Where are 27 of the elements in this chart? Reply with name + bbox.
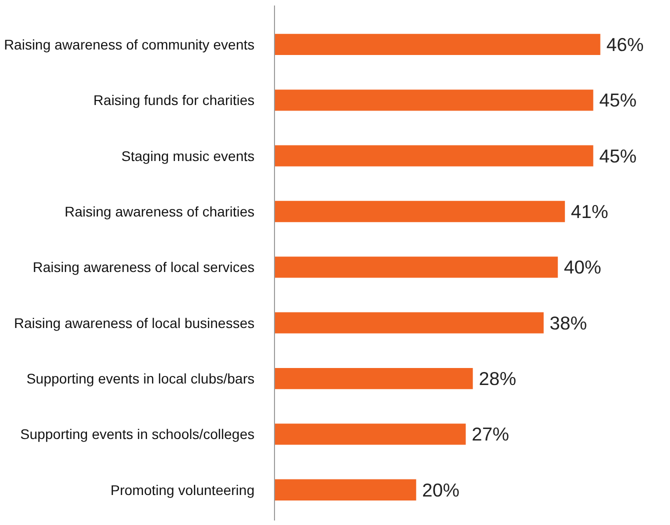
y-tick-label: Promoting volunteering [110,482,255,498]
y-tick-label: Supporting events in local clubs/bars [26,370,255,387]
data-label: 45% [599,145,637,166]
y-tick-label: Raising awareness of community events [4,36,255,52]
data-label: 27% [472,424,510,445]
data-label: 45% [599,90,637,111]
bar [274,312,544,334]
y-tick-label: Staging music events [121,148,255,164]
y-tick-label: Raising awareness of local services [32,259,254,276]
bar [274,424,466,445]
bar [274,90,594,111]
bar [274,34,600,56]
y-tick-label: Raising funds for charities [93,92,255,108]
data-label: 38% [550,312,588,334]
bar [274,145,594,166]
bar [274,368,473,390]
data-label: 46% [606,34,644,55]
bar [274,200,565,222]
bar [274,479,416,500]
data-label: 20% [422,479,460,500]
bar [274,256,558,278]
data-label: 28% [478,368,516,390]
data-label: 41% [570,201,608,222]
y-tick-label: Raising awareness of charities [64,204,255,220]
y-tick-label: Raising awareness of local businesses [14,314,255,331]
y-tick-label: Supporting events in schools/colleges [20,426,255,442]
data-label: 40% [564,256,602,278]
